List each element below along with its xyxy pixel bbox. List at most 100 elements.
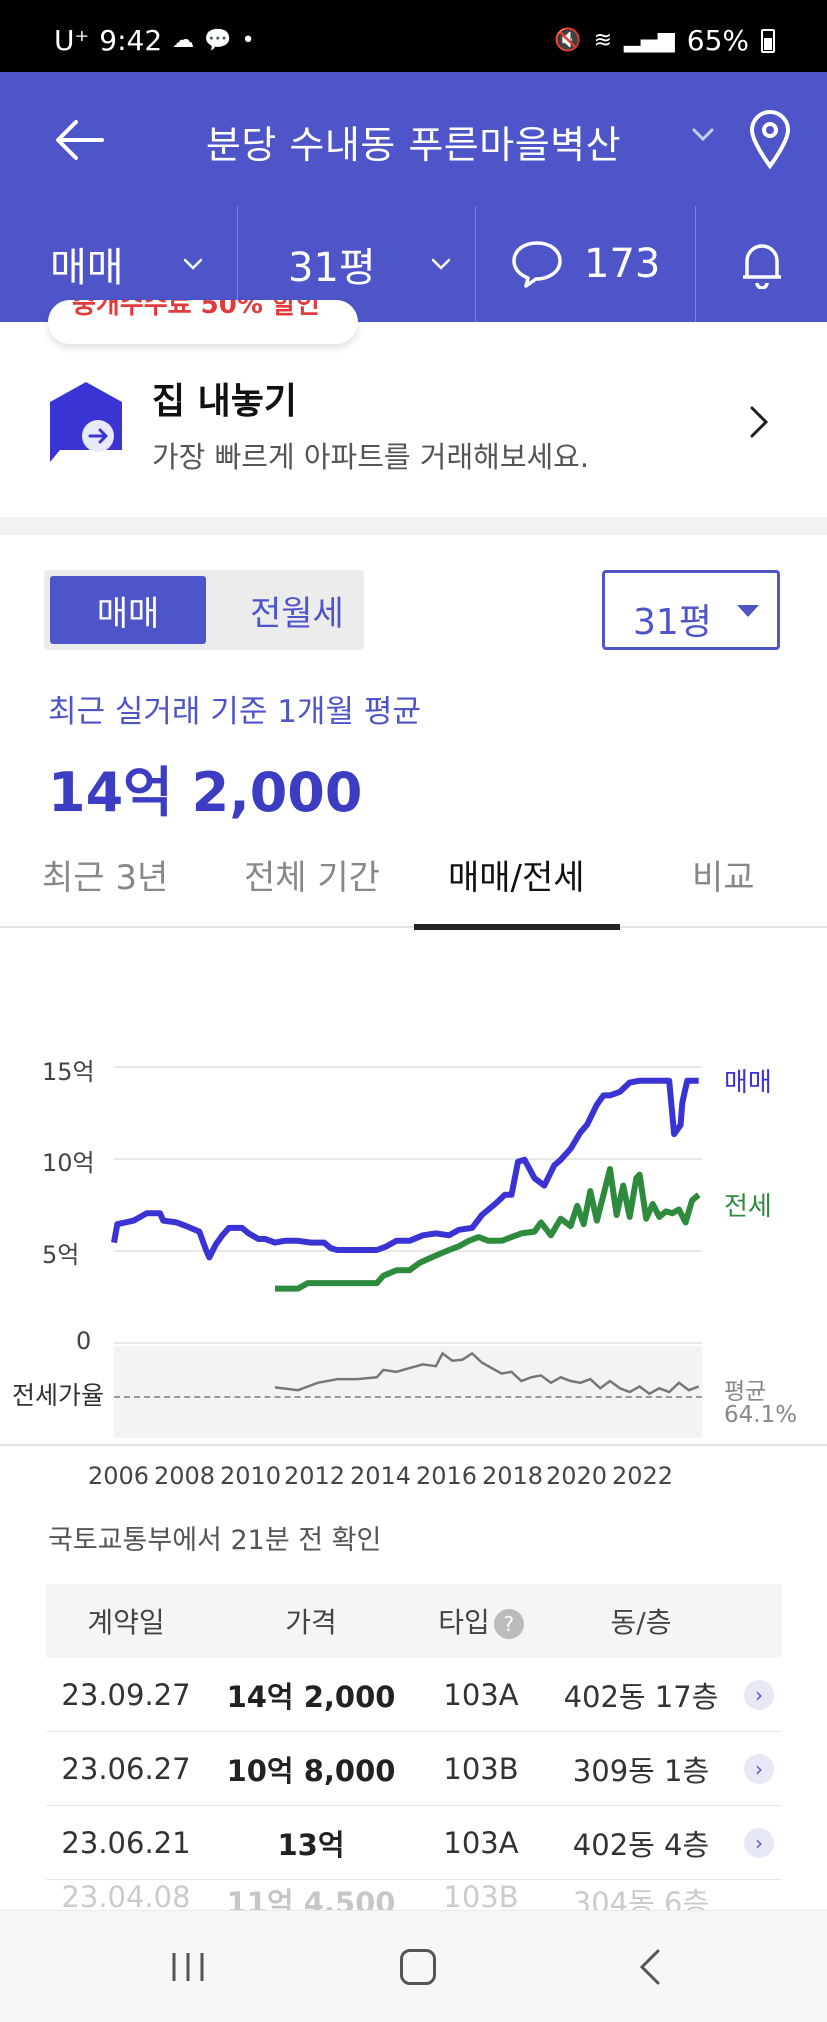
- status-right: 🔇 ≋ ▂▄▆ 65%: [554, 24, 775, 57]
- y-tick-label: 15억: [42, 1058, 95, 1086]
- y-tick-label: 5억: [42, 1241, 80, 1269]
- cloud-icon: ☁: [172, 28, 195, 53]
- back-icon[interactable]: [636, 1947, 664, 1987]
- avg-price-label: 최근 실거래 기준 1개월 평균: [48, 694, 421, 730]
- sell-banner[interactable]: 집 내놓기 가장 빠르게 아파트를 거래해보세요.: [0, 322, 827, 517]
- ratio-avg-label: 평균: [724, 1379, 767, 1405]
- chart-divider: [0, 1444, 827, 1446]
- system-nav-bar: [0, 1910, 827, 2022]
- battery-level: 65%: [686, 24, 749, 57]
- clock: 9:42: [99, 24, 163, 57]
- filter-bar: 매매 31평 173: [0, 206, 827, 322]
- tab-recent-3y[interactable]: 최근 3년: [42, 858, 169, 898]
- back-arrow-icon[interactable]: [52, 112, 108, 168]
- area-select[interactable]: 31평: [602, 570, 780, 650]
- promo-badge: 중개수수료 50% 할인: [48, 300, 358, 344]
- toggle-sale[interactable]: 매매: [50, 576, 206, 644]
- grid-line: [114, 1066, 702, 1068]
- chat-bubble-icon: [512, 241, 562, 288]
- promo-text: 중개수수료 50% 할인: [72, 300, 320, 320]
- help-icon[interactable]: ?: [493, 1609, 524, 1639]
- ratio-average-line: [114, 1396, 702, 1398]
- tab-all-period[interactable]: 전체 기간: [244, 858, 380, 898]
- complex-title[interactable]: 분당 수내동 푸른마을벽산: [205, 123, 622, 167]
- tab-compare[interactable]: 비교: [692, 858, 755, 898]
- ratio-band: [114, 1346, 702, 1438]
- status-bar: U⁺ 9:42 ☁ 💬 • 🔇 ≋ ▂▄▆ 65%: [0, 0, 827, 72]
- chevron-down-icon: [431, 258, 450, 270]
- trade-type-filter[interactable]: 매매: [0, 206, 238, 322]
- col-type: 타입?: [416, 1601, 546, 1641]
- map-pin-icon[interactable]: [748, 108, 792, 170]
- row-type: 103A: [443, 1677, 519, 1712]
- x-tick-label: 2008: [154, 1462, 216, 1490]
- avg-price-value: 14억 2,000: [48, 761, 363, 824]
- ratio-label: 전세가율: [12, 1381, 105, 1410]
- row-price: 10억 8,000: [226, 1753, 396, 1788]
- section-divider: [0, 517, 827, 535]
- dot-icon: •: [241, 28, 255, 53]
- col-price: 가격: [285, 1606, 337, 1639]
- home-icon[interactable]: [400, 1949, 436, 1985]
- chevron-right-icon: [750, 406, 769, 438]
- period-tabs: 최근 3년 전체 기간 매매/전세 비교: [0, 840, 827, 930]
- row-type: 103B: [443, 1880, 519, 1914]
- area-select-value: 31평: [633, 602, 712, 643]
- source-note: 국토교통부에서 21분 전 확인: [48, 1525, 382, 1556]
- transactions-table: 계약일 가격 타입? 동/층 23.09.27 14억 2,000 103A 4…: [46, 1584, 782, 1920]
- alert-button[interactable]: [696, 206, 827, 322]
- x-tick-label: 2022: [612, 1462, 674, 1490]
- house-sell-icon: [50, 382, 122, 462]
- toggle-rent[interactable]: 전월세: [250, 593, 344, 634]
- trade-type-label: 매매: [50, 245, 124, 291]
- sell-title: 집 내놓기: [152, 381, 298, 422]
- table-header: 계약일 가격 타입? 동/층: [46, 1584, 782, 1658]
- row-type: 103A: [443, 1825, 519, 1860]
- dropdown-triangle-icon: [737, 605, 759, 617]
- y-tick-label: 10억: [42, 1149, 95, 1177]
- tab-sale-lease[interactable]: 매매/전세: [448, 858, 585, 898]
- chevron-down-icon[interactable]: [688, 120, 718, 150]
- x-tick-label: 2016: [416, 1462, 478, 1490]
- area-label: 31평: [288, 245, 376, 291]
- area-filter[interactable]: 31평: [238, 206, 476, 322]
- row-unit: 402동 17층: [563, 1679, 719, 1714]
- col-type-label: 타입: [438, 1606, 490, 1639]
- row-date: 23.06.21: [61, 1825, 191, 1860]
- legend-sale: 매매: [724, 1068, 772, 1098]
- x-tick-label: 2006: [88, 1462, 150, 1490]
- row-price: 14억 2,000: [226, 1679, 396, 1714]
- recent-apps-icon[interactable]: [168, 1949, 208, 1985]
- table-row[interactable]: 23.06.21 13억 103A 402동 4층 ›: [46, 1806, 782, 1880]
- row-price: 13억: [277, 1827, 345, 1862]
- trade-toggle: 매매 전월세: [44, 570, 364, 650]
- legend-lease: 전세: [724, 1192, 772, 1222]
- carrier-label: U⁺: [54, 24, 90, 57]
- sell-subtitle: 가장 빠르게 아파트를 거래해보세요.: [152, 440, 590, 474]
- grid-line: [114, 1250, 702, 1252]
- x-tick-label: 2012: [284, 1462, 346, 1490]
- signal-icon: ▂▄▆: [624, 28, 675, 53]
- chevron-right-icon[interactable]: ›: [744, 1827, 774, 1858]
- row-unit: 309동 1층: [572, 1753, 710, 1788]
- series-line-sale: [111, 1077, 699, 1261]
- chevron-right-icon[interactable]: ›: [744, 1753, 774, 1784]
- wifi-icon: ≋: [593, 28, 612, 53]
- talk-icon: 💬: [204, 28, 232, 53]
- battery-icon: [761, 28, 775, 53]
- row-type: 103B: [443, 1751, 519, 1786]
- chevron-right-icon[interactable]: ›: [744, 1679, 774, 1710]
- comments-button[interactable]: 173: [476, 206, 696, 322]
- col-unit: 동/층: [610, 1606, 672, 1639]
- ratio-avg-value: 64.1%: [724, 1402, 798, 1428]
- x-tick-label: 2020: [546, 1462, 608, 1490]
- x-tick-label: 2014: [350, 1462, 412, 1490]
- row-date: 23.06.27: [61, 1751, 191, 1786]
- active-tab-indicator: [414, 924, 620, 930]
- mute-icon: 🔇: [554, 28, 582, 53]
- table-row[interactable]: 23.06.27 10억 8,000 103B 309동 1층 ›: [46, 1732, 782, 1806]
- table-row[interactable]: 23.09.27 14억 2,000 103A 402동 17층 ›: [46, 1658, 782, 1732]
- y-tick-label: 0: [76, 1327, 92, 1355]
- status-left: U⁺ 9:42 ☁ 💬 •: [54, 24, 255, 57]
- grid-line: [114, 1158, 702, 1160]
